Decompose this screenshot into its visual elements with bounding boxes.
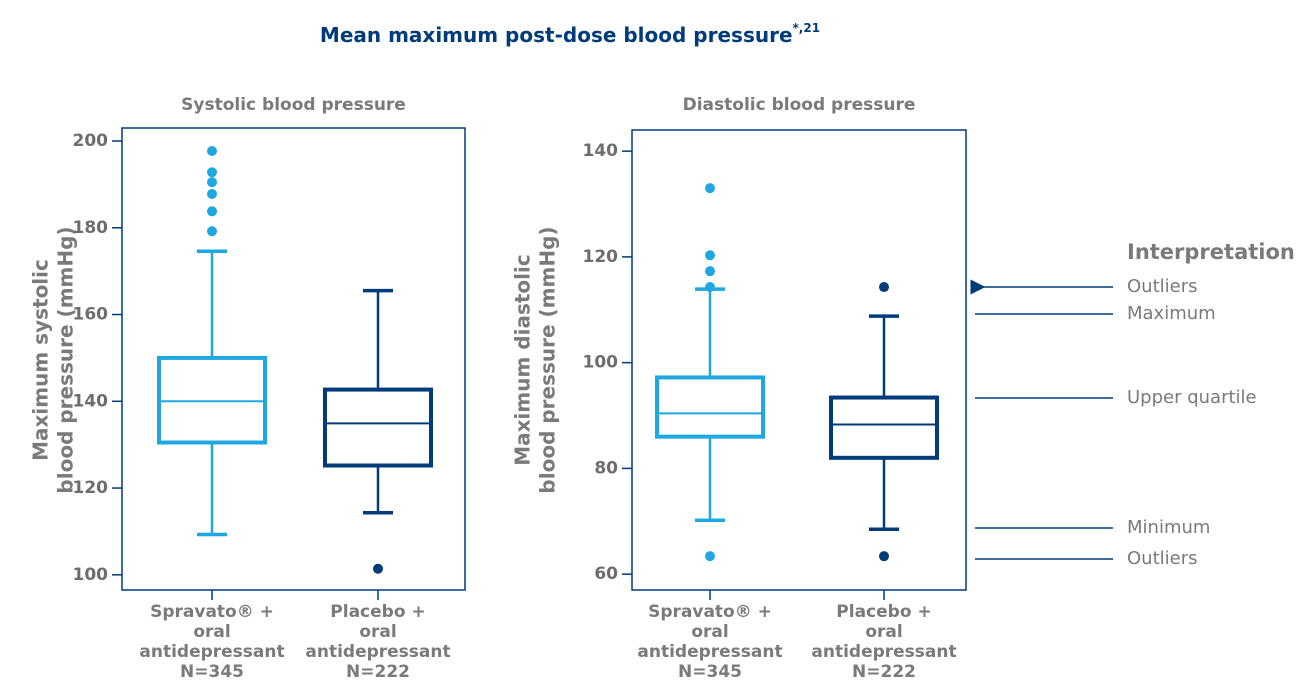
outlier (373, 563, 383, 574)
outlier (207, 188, 217, 199)
outlier (705, 250, 715, 261)
x-tick-label: N=345 (678, 662, 742, 682)
title-text: Mean maximum post-dose blood pressure (320, 23, 793, 47)
box (829, 395, 939, 460)
y-axis-label: Maximum diastolic (511, 254, 535, 465)
y-tick-label: 160 (73, 305, 109, 325)
y-tick-label: 100 (583, 353, 619, 373)
x-tick-label: oral (865, 622, 902, 642)
x-tick-label: antidepressant (139, 642, 284, 662)
box (323, 387, 433, 468)
outlier (879, 282, 889, 293)
interpretation-label: Outliers (1127, 276, 1198, 297)
x-tick-label: oral (359, 622, 396, 642)
x-tick-label: oral (193, 622, 230, 642)
interpretation-label: Maximum (1127, 303, 1216, 324)
page-title: Mean maximum post-dose blood pressure*,2… (320, 21, 820, 47)
outlier (705, 282, 715, 293)
outlier (705, 266, 715, 277)
x-tick-label: Placebo + (836, 602, 931, 622)
interpretation-label: Upper quartile (1127, 387, 1257, 408)
x-tick-label: oral (691, 622, 728, 642)
chart-title: Systolic blood pressure (181, 95, 406, 115)
x-tick-label: N=222 (852, 662, 916, 682)
y-tick-label: 140 (583, 141, 619, 161)
outlier (207, 145, 217, 156)
y-tick-label: 80 (594, 458, 618, 478)
x-tick-label: Spravato® + (648, 602, 772, 622)
outlier (207, 226, 217, 237)
plot-frame (121, 127, 466, 591)
outlier (705, 551, 715, 562)
x-tick-label: antidepressant (305, 642, 450, 662)
plot-frame (631, 129, 967, 591)
y-tick-label: 140 (73, 391, 109, 411)
x-tick-label: N=222 (346, 662, 410, 682)
y-axis-label: Maximum systolic (29, 259, 53, 461)
x-tick-label: antidepressant (811, 642, 956, 662)
y-tick-label: 100 (73, 565, 109, 585)
y-axis-label: blood pressure (mmHg) (54, 226, 78, 493)
outlier (705, 183, 715, 194)
box (157, 355, 267, 445)
outlier (207, 167, 217, 178)
title-superscript: *,21 (793, 21, 821, 35)
interpretation-label: Outliers (1127, 548, 1198, 569)
outlier (879, 551, 889, 562)
x-tick-label: N=345 (180, 662, 244, 682)
outlier (207, 177, 217, 188)
x-tick-label: Spravato® + (150, 602, 274, 622)
y-tick-label: 180 (73, 218, 109, 238)
outlier (207, 206, 217, 217)
box (655, 375, 765, 439)
interpretation-title: Interpretation (1127, 240, 1295, 264)
chart-title: Diastolic blood pressure (683, 95, 916, 115)
x-tick-label: antidepressant (637, 642, 782, 662)
y-tick-label: 200 (73, 131, 109, 151)
y-axis-label: blood pressure (mmHg) (536, 226, 560, 493)
interpretation-label: Minimum (1127, 517, 1210, 538)
y-tick-label: 120 (583, 247, 619, 267)
y-tick-label: 120 (73, 478, 109, 498)
x-tick-label: Placebo + (330, 602, 425, 622)
y-tick-label: 60 (594, 564, 618, 584)
